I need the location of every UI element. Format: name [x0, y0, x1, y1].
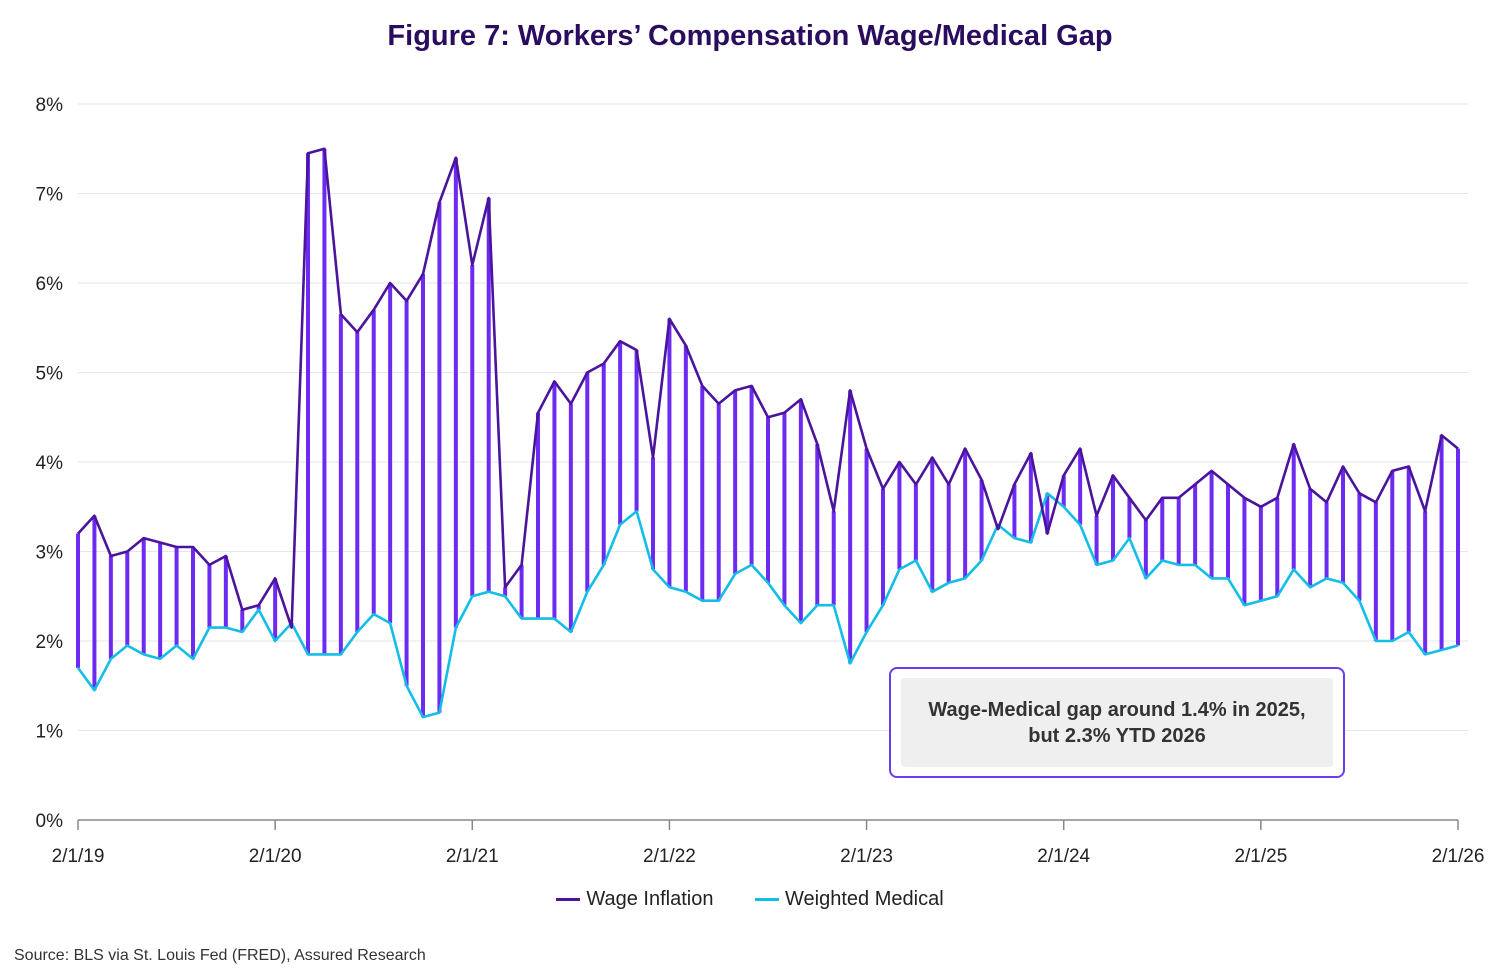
series-lines: [76, 147, 1459, 719]
x-tick-label: 2/1/21: [446, 846, 499, 867]
source-note: Source: BLS via St. Louis Fed (FRED), As…: [14, 947, 426, 964]
annotation-box: Wage-Medical gap around 1.4% in 2025, bu…: [889, 667, 1345, 778]
legend-item-wage: Wage Inflation: [556, 888, 713, 911]
y-tick-label: 1%: [36, 722, 64, 743]
legend-label-medical: Weighted Medical: [785, 888, 944, 910]
annotation-text: Wage-Medical gap around 1.4% in 2025, bu…: [901, 678, 1333, 767]
gap-bars: [76, 148, 1460, 718]
chart-title: Figure 7: Workers’ Compensation Wage/Med…: [387, 20, 1113, 52]
legend-label-wage: Wage Inflation: [586, 888, 714, 910]
x-axis: 2/1/19 2/1/20 2/1/21 2/1/22 2/1/23 2/1/24 2/1/…: [52, 819, 1485, 867]
wage-line: [77, 147, 1459, 629]
y-tick-label: 6%: [36, 274, 64, 295]
x-tick-label: 2/1/22: [643, 846, 696, 867]
x-tick-label: 2/1/26: [1432, 846, 1485, 867]
y-tick-label: 2%: [36, 632, 64, 653]
x-tick-label: 2/1/23: [840, 846, 893, 867]
y-tick-label: 4%: [36, 453, 64, 474]
x-tick-label: 2/1/25: [1234, 846, 1287, 867]
legend-swatch-medical: [755, 898, 780, 901]
x-tick-label: 2/1/19: [52, 846, 105, 867]
legend-swatch-wage: [556, 898, 581, 901]
legend: Wage Inflation Weighted Medical: [0, 884, 1500, 911]
medical-line: [76, 492, 1459, 719]
y-tick-label: 7%: [36, 185, 64, 206]
y-axis-tick-labels: 0% 1% 2% 3% 4% 5% 6% 7% 8%: [36, 95, 64, 832]
x-tick-label: 2/1/20: [249, 846, 302, 867]
legend-item-medical: Weighted Medical: [755, 888, 944, 911]
y-tick-label: 5%: [36, 364, 64, 385]
y-tick-label: 8%: [36, 95, 64, 116]
y-tick-label: 3%: [36, 543, 64, 564]
x-tick-label: 2/1/24: [1037, 846, 1090, 867]
y-tick-label: 0%: [36, 811, 64, 832]
